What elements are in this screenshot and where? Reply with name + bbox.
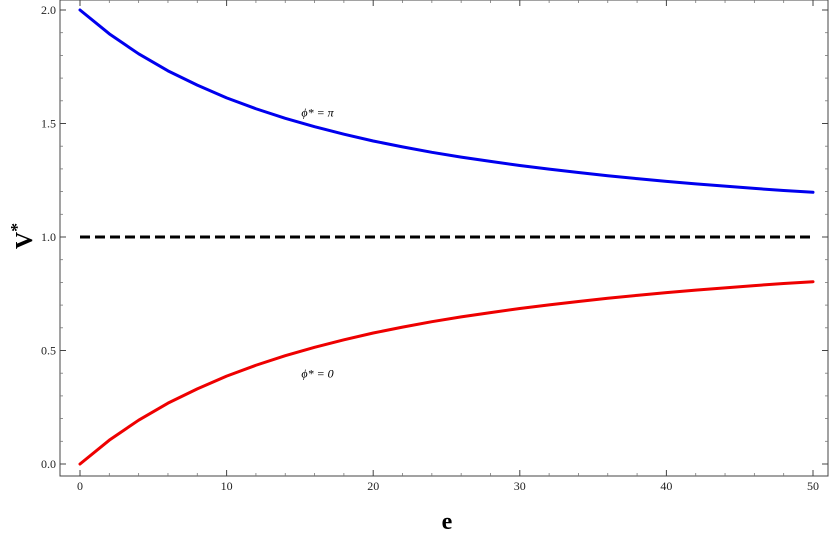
x-axis-title: e (442, 509, 453, 535)
series-line-2 (78, 280, 815, 466)
series-lines (78, 8, 815, 466)
y-tick-label: 1.5 (41, 117, 56, 131)
x-tick-label: 40 (660, 479, 672, 493)
y-tick-label: 0.0 (41, 457, 56, 471)
curve-annotation: ϕ* = π (301, 106, 334, 120)
y-axis-title: V* (7, 223, 38, 249)
plot-frame (59, 0, 829, 477)
series-line-1 (78, 8, 815, 194)
axis-ticks (60, 0, 828, 476)
x-tick-label: 0 (77, 479, 83, 493)
y-axis-title-group: V* (7, 223, 38, 249)
y-tick-label: 2.0 (41, 3, 56, 17)
curve-annotation: ϕ* = 0 (301, 367, 333, 381)
curve-annotations: ϕ* = π ϕ* = 0 (301, 106, 334, 381)
y-tick-label: 0.5 (41, 344, 56, 358)
x-tick-label: 50 (807, 479, 819, 493)
tick-labels: 0 10 20 30 40 50 0.0 0.5 1.0 1.5 2.0 (41, 3, 819, 493)
y-tick-label: 1.0 (41, 230, 56, 244)
x-tick-label: 10 (221, 479, 233, 493)
y-axis-title-main: V (12, 231, 38, 249)
y-axis-title-sup: * (7, 223, 27, 232)
x-tick-label: 30 (514, 479, 526, 493)
x-tick-label: 20 (367, 479, 379, 493)
